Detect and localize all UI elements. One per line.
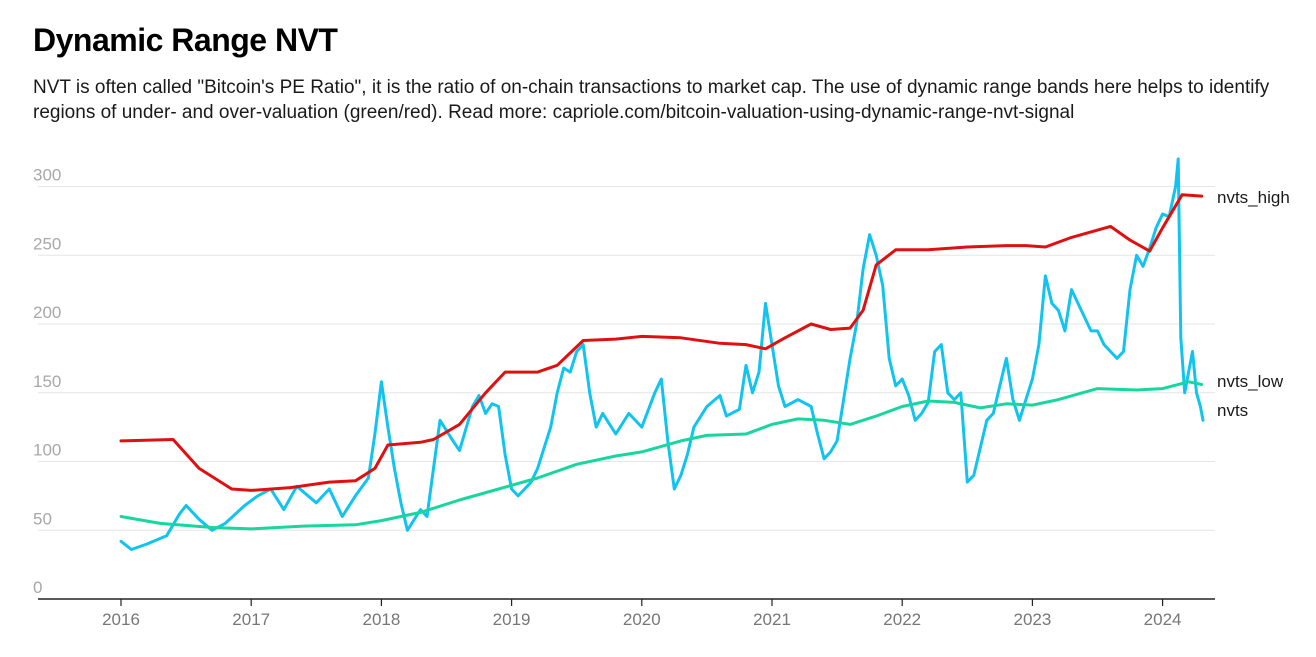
series-line-nvts-low — [119, 380, 1204, 531]
series-label-nvts-high: nvts_high — [1217, 188, 1290, 207]
series-line-nvts — [119, 157, 1205, 551]
x-tick-label: 2017 — [232, 610, 270, 629]
series-lines — [119, 157, 1205, 551]
x-tick-label: 2016 — [102, 610, 140, 629]
y-tick-label: 0 — [33, 578, 42, 597]
x-tick-label: 2023 — [1013, 610, 1051, 629]
series-line-nvts-high — [119, 193, 1204, 492]
x-tick-label: 2018 — [362, 610, 400, 629]
axes: 0 50 100 150 200 250 300 2016 2017 2018 2019 2020 20… — [33, 166, 1215, 629]
series-label-nvts-low: nvts_low — [1217, 372, 1284, 391]
x-tick-label: 2022 — [883, 610, 921, 629]
y-tick-label: 200 — [33, 303, 61, 322]
gridlines — [38, 186, 1215, 531]
y-tick-label: 250 — [33, 234, 61, 253]
chart-title: Dynamic Range NVT — [33, 22, 338, 58]
y-tick-label: 50 — [33, 509, 52, 528]
y-tick-label: 100 — [33, 441, 61, 460]
chart-subtitle: NVT is often called "Bitcoin's PE Ratio"… — [33, 77, 1270, 123]
x-tick-label: 2024 — [1144, 610, 1182, 629]
series-label-nvts: nvts — [1217, 401, 1248, 420]
y-tick-label: 150 — [33, 372, 61, 391]
x-tick-label: 2020 — [623, 610, 661, 629]
x-tick-label: 2019 — [493, 610, 531, 629]
x-tick-label: 2021 — [753, 610, 791, 629]
y-tick-label: 300 — [33, 166, 61, 185]
